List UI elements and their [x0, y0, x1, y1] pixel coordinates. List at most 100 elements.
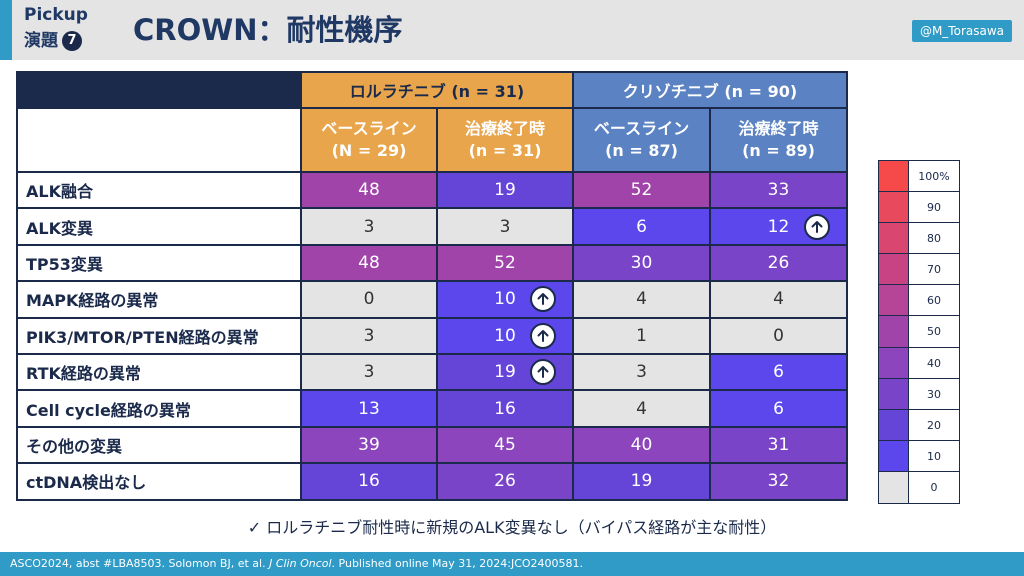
legend-swatch — [879, 440, 909, 471]
header-bar: Pickup 演題 7 CROWN：耐性機序 @M_Torasawa — [0, 0, 1024, 60]
table-cell: 48 — [300, 243, 438, 283]
legend-row: 100% — [879, 161, 959, 193]
cell-value: 1 — [636, 325, 647, 346]
cell-value: 10 — [494, 325, 516, 346]
table-cell: 45 — [436, 425, 574, 465]
cell-value: 0 — [773, 325, 784, 346]
citation-footer: ASCO2024, abst #LBA8503. Solomon BJ, et … — [0, 552, 1024, 576]
legend-label: 40 — [927, 356, 941, 370]
row-label: ALK融合 — [16, 170, 302, 210]
table-cell: 52 — [436, 243, 574, 283]
cell-value: 16 — [494, 398, 516, 419]
cell-value: 19 — [494, 180, 516, 201]
resistance-table: ロルラチニブ (n = 31) クリゾチニブ (n = 90) ベースライン (… — [16, 71, 848, 501]
cell-value: 52 — [494, 252, 516, 273]
legend-swatch — [879, 285, 909, 316]
table-cell: 31 — [709, 425, 848, 465]
legend-swatch — [879, 471, 909, 504]
table-cell: 26 — [709, 243, 848, 283]
table-cell: 0 — [300, 280, 438, 319]
table-cell: 30 — [572, 243, 711, 283]
legend-swatch — [879, 316, 909, 347]
table-cell: 10 — [436, 316, 574, 355]
cell-value: 6 — [773, 362, 784, 383]
legend-label: 10 — [927, 449, 941, 463]
table-cell: 19 — [436, 170, 574, 210]
cell-value: 31 — [767, 434, 790, 455]
arrow-up-icon — [804, 213, 830, 240]
subheader-line2: (N = 29) — [331, 141, 407, 160]
legend-row: 50 — [879, 316, 959, 348]
table-cell: 33 — [709, 170, 848, 210]
row-label: ALK変異 — [16, 207, 302, 246]
table-cell: 1 — [572, 316, 711, 355]
table-cell: 26 — [436, 462, 574, 501]
cell-value: 3 — [363, 362, 375, 383]
legend-row: 90 — [879, 192, 959, 224]
legend-label: 70 — [927, 263, 941, 277]
legend-label: 80 — [927, 232, 941, 246]
header-accent-bar — [0, 0, 12, 60]
cell-value: 0 — [363, 289, 375, 310]
table-cell: 6 — [709, 352, 848, 392]
table-cell: 4 — [572, 280, 711, 319]
table-cell: 3 — [300, 207, 438, 246]
subheader-line2: (n = 87) — [605, 141, 678, 160]
legend-row: 30 — [879, 378, 959, 410]
cell-value: 48 — [358, 252, 380, 273]
legend-row: 10 — [879, 440, 959, 472]
subheader-cri-end: 治療終了時 (n = 89) — [709, 107, 848, 173]
row-label: ctDNA検出なし — [16, 462, 302, 501]
cell-value: 52 — [630, 180, 653, 201]
pickup-label: Pickup — [24, 5, 88, 25]
table-row: Cell cycle経路の異常 13 16 4 6 — [16, 389, 848, 428]
cell-value: 3 — [499, 216, 511, 237]
cell-value: 26 — [494, 471, 516, 492]
table-cell: 12 — [709, 207, 848, 246]
pickup-sub-label: 演題 — [24, 31, 58, 51]
table-cell: 19 — [436, 352, 574, 392]
cell-value: 33 — [767, 180, 790, 201]
table-cell: 4 — [572, 389, 711, 428]
legend-swatch — [879, 254, 909, 285]
author-handle: @M_Torasawa — [911, 20, 1012, 42]
table-row: TP53変異 48 52 30 26 — [16, 243, 848, 283]
table-cell: 48 — [300, 170, 438, 210]
cell-value: 48 — [358, 180, 380, 201]
legend-label: 100% — [918, 170, 950, 183]
table-cell: 16 — [436, 389, 574, 428]
legend-label: 30 — [927, 387, 941, 401]
subheader-lor-end: 治療終了時 (n = 31) — [436, 107, 574, 173]
arrow-up-icon — [530, 322, 556, 349]
cell-value: 6 — [636, 216, 647, 237]
legend-label: 20 — [927, 418, 941, 432]
cell-value: 3 — [363, 325, 375, 346]
cell-value: 4 — [636, 289, 647, 310]
group-header-crizotinib: クリゾチニブ (n = 90) — [572, 71, 848, 109]
table-row: RTK経路の異常 3 19 3 6 — [16, 352, 848, 392]
cell-value: 39 — [358, 434, 380, 455]
row-label: MAPK経路の異常 — [16, 280, 302, 319]
table-cell: 32 — [709, 462, 848, 501]
table-row: その他の変異 39 45 40 31 — [16, 425, 848, 465]
cell-value: 32 — [767, 471, 790, 492]
table-cell: 52 — [572, 170, 711, 210]
legend-label: 90 — [927, 201, 941, 215]
cell-value: 4 — [773, 289, 784, 310]
cell-value: 45 — [494, 434, 516, 455]
table-cell: 39 — [300, 425, 438, 465]
table-cell: 13 — [300, 389, 438, 428]
citation-suffix: . Published online May 31, 2024:JCO24005… — [331, 557, 584, 570]
table-cell: 19 — [572, 462, 711, 501]
cell-value: 6 — [773, 398, 784, 419]
conclusion-note: ✓ ロルラチニブ耐性時に新規のALK変異なし（バイパス経路が主な耐性） — [247, 518, 777, 537]
color-scale-legend: 100% 90 80 70 60 50 40 30 20 10 0 — [878, 160, 960, 505]
table-corner-cell — [16, 71, 302, 109]
table-row: ALK融合 48 19 52 33 — [16, 170, 848, 210]
table-cell: 3 — [572, 352, 711, 392]
cell-value: 3 — [363, 216, 375, 237]
table-row: ALK変異 3 3 6 12 — [16, 207, 848, 246]
cell-value: 13 — [358, 398, 380, 419]
legend-swatch — [879, 347, 909, 378]
pickup-number-badge: 7 — [62, 31, 82, 51]
